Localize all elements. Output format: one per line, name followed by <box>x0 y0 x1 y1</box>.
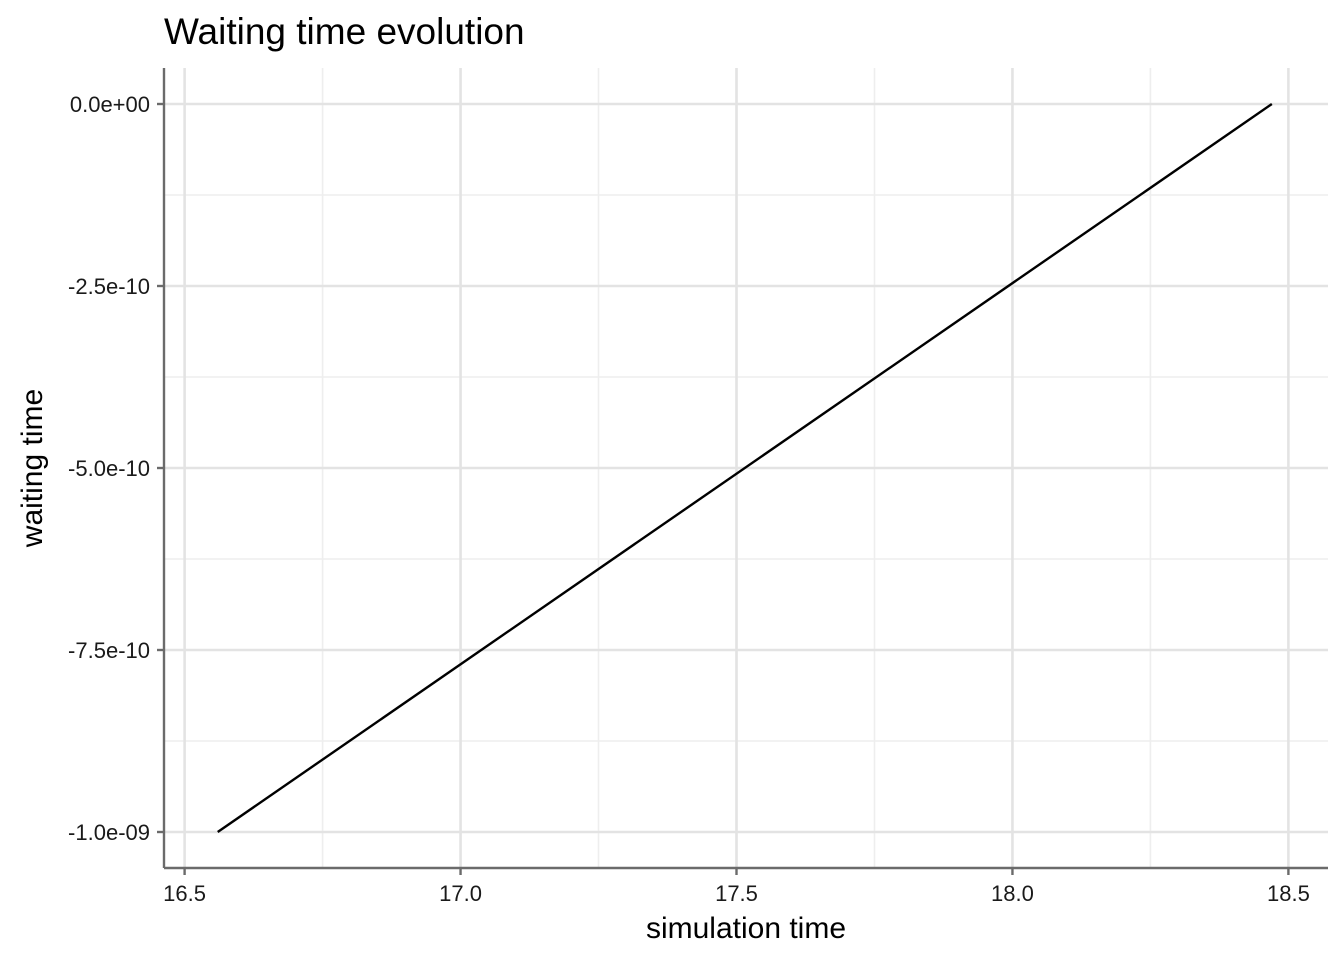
x-tick-label: 17.5 <box>715 881 758 906</box>
series-line <box>217 103 1273 833</box>
y-tick-label: -7.5e-10 <box>68 638 150 663</box>
y-tick-label: -1.0e-09 <box>68 820 150 845</box>
y-tick-label: -5.0e-10 <box>68 456 150 481</box>
chart-title: Waiting time evolution <box>164 11 525 52</box>
y-tick-label: -2.5e-10 <box>68 274 150 299</box>
ticks: 16.5 17.0 17.5 18.0 18.5 0.0e+00 -2.5e-10 -5.0e… <box>68 92 1310 906</box>
x-tick-label: 18.0 <box>991 881 1034 906</box>
series <box>217 103 1273 833</box>
x-tick-label: 16.5 <box>163 881 206 906</box>
x-tick-label: 18.5 <box>1267 881 1310 906</box>
x-tick-label: 17.0 <box>439 881 482 906</box>
y-axis-title: waiting time <box>16 389 49 548</box>
y-tick-label: 0.0e+00 <box>70 92 150 117</box>
grid <box>164 68 1328 868</box>
x-axis-title: simulation time <box>646 912 846 945</box>
